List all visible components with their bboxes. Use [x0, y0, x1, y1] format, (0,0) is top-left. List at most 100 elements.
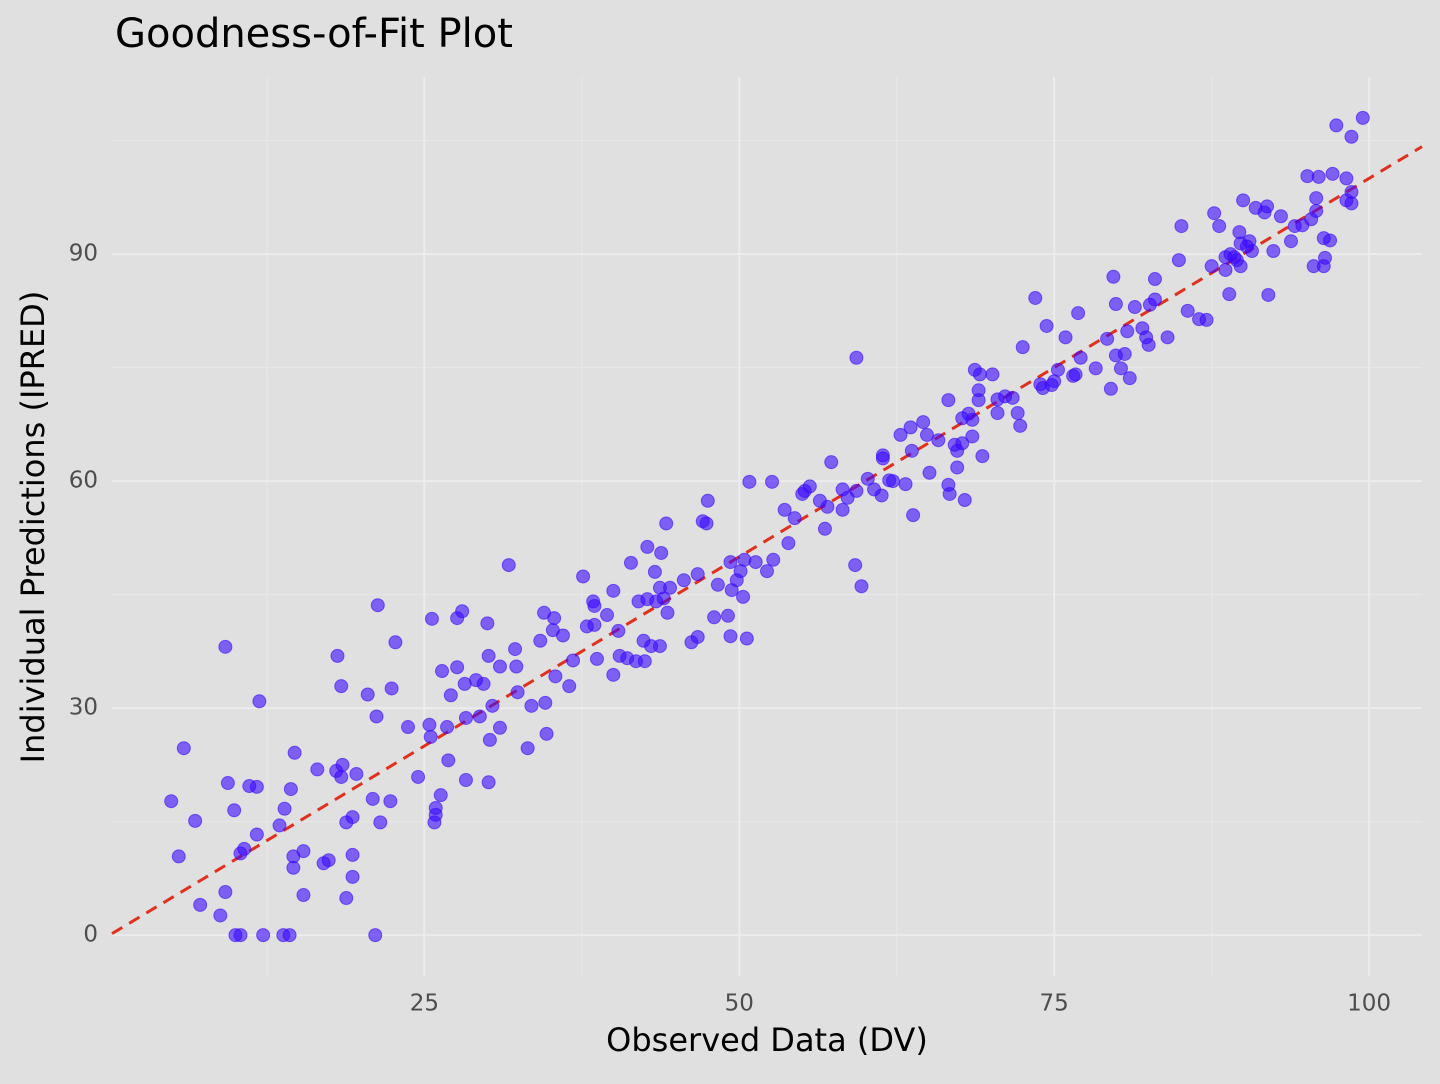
point — [820, 499, 835, 514]
point — [272, 818, 287, 833]
point — [443, 688, 458, 703]
point — [237, 841, 252, 856]
point — [965, 429, 980, 444]
point — [539, 726, 554, 741]
point — [1108, 297, 1123, 312]
point — [485, 698, 500, 713]
point — [334, 769, 349, 784]
point — [690, 567, 705, 582]
point — [849, 483, 864, 498]
point — [1073, 350, 1088, 365]
point — [587, 598, 602, 613]
point — [188, 813, 203, 828]
point — [492, 720, 507, 735]
point — [875, 448, 890, 463]
point — [906, 508, 921, 523]
y-tick-label: 90 — [69, 241, 98, 267]
point — [739, 631, 754, 646]
point — [942, 486, 957, 501]
point — [555, 628, 570, 643]
y-tick-label: 30 — [69, 695, 98, 721]
point — [508, 642, 523, 657]
x-tick-label: 50 — [725, 991, 754, 1017]
point — [723, 555, 738, 570]
point — [562, 679, 577, 694]
point — [919, 427, 934, 442]
point — [1103, 381, 1118, 396]
point — [193, 897, 208, 912]
point — [509, 659, 524, 674]
point — [1318, 250, 1333, 265]
point — [903, 420, 918, 435]
point — [286, 860, 301, 875]
point — [1058, 330, 1073, 345]
x-tick-label: 25 — [410, 991, 439, 1017]
point — [401, 720, 416, 735]
point — [623, 555, 638, 570]
point — [218, 885, 233, 900]
point — [874, 488, 889, 503]
point — [885, 474, 900, 489]
point — [748, 555, 763, 570]
point — [941, 393, 956, 408]
point — [860, 471, 875, 486]
point — [656, 591, 671, 606]
point — [1127, 300, 1142, 315]
point — [176, 741, 191, 756]
point — [455, 604, 470, 619]
point — [1122, 371, 1137, 386]
x-tick-label: 75 — [1040, 991, 1069, 1017]
point — [458, 773, 473, 788]
point — [854, 579, 869, 594]
point — [383, 794, 398, 809]
point — [611, 623, 626, 638]
point — [472, 709, 487, 724]
point — [422, 717, 437, 732]
point — [587, 617, 602, 632]
point — [1212, 219, 1227, 234]
point — [330, 648, 345, 663]
point — [975, 449, 990, 464]
point — [690, 629, 705, 644]
point — [440, 720, 455, 735]
point — [849, 350, 864, 365]
point — [1260, 199, 1275, 214]
point — [482, 732, 497, 747]
point — [1120, 324, 1135, 339]
point — [368, 928, 383, 943]
point — [1325, 166, 1340, 181]
point — [766, 552, 781, 567]
point — [904, 443, 919, 458]
point — [647, 564, 662, 579]
chart-title: Goodness-of-Fit Plot — [115, 11, 513, 57]
point — [700, 493, 715, 508]
point — [824, 455, 839, 470]
point — [233, 928, 248, 943]
point — [171, 849, 186, 864]
point — [663, 580, 678, 595]
point — [777, 502, 792, 517]
point — [1039, 318, 1054, 333]
point — [520, 741, 535, 756]
point — [676, 573, 691, 588]
point — [640, 539, 655, 554]
point — [765, 474, 780, 489]
point — [1204, 259, 1219, 274]
x-axis-label: Observed Data (DV) — [606, 1021, 928, 1059]
point — [1207, 206, 1222, 221]
point — [699, 516, 714, 531]
point — [360, 687, 375, 702]
point — [736, 589, 751, 604]
point — [971, 393, 986, 408]
point — [1261, 287, 1276, 302]
point — [710, 577, 725, 592]
point — [737, 552, 752, 567]
point — [334, 679, 349, 694]
point — [781, 536, 796, 551]
point — [1005, 390, 1020, 405]
point — [249, 827, 264, 842]
point — [1010, 405, 1025, 420]
point — [606, 583, 621, 598]
point — [458, 710, 473, 725]
